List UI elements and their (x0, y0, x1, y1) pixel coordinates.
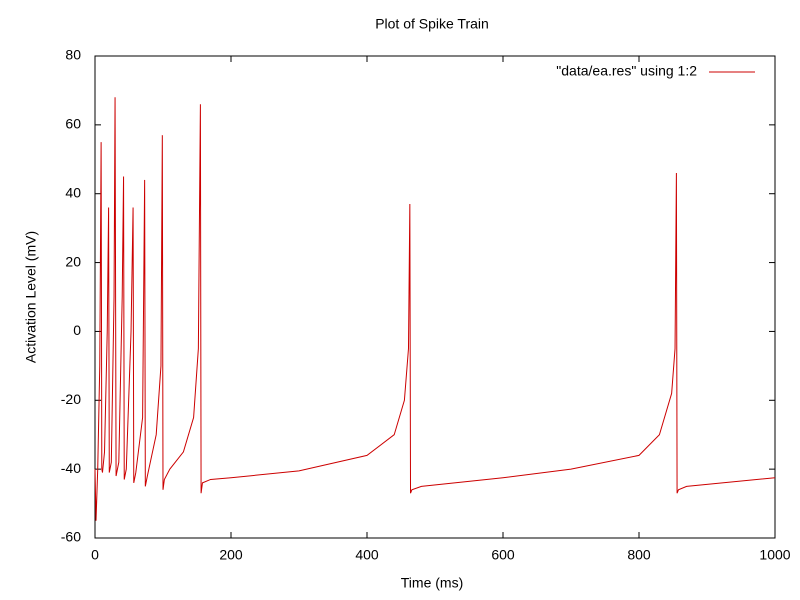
y-tick-label: -40 (61, 460, 81, 476)
x-tick-label: 0 (91, 547, 99, 563)
chart-title: Plot of Spike Train (375, 16, 489, 32)
legend-label: "data/ea.res" using 1:2 (556, 63, 697, 79)
y-tick-label: 80 (65, 47, 81, 63)
y-tick-label: -20 (61, 391, 81, 407)
y-tick-label: -60 (61, 529, 81, 545)
plot-border (94, 55, 776, 539)
y-axis-label: Activation Level (mV) (23, 231, 39, 363)
data-line (94, 97, 776, 521)
x-axis-label: Time (ms) (401, 575, 463, 591)
x-tick-label: 400 (355, 547, 379, 563)
x-tick-label: 1000 (759, 547, 790, 563)
x-tick-label: 600 (491, 547, 515, 563)
y-tick-label: 40 (65, 184, 81, 200)
y-tick-label: 0 (73, 322, 81, 338)
x-tick-label: 800 (627, 547, 651, 563)
y-tick-label: 20 (65, 253, 81, 269)
y-tick-label: 60 (65, 116, 81, 132)
x-tick-label: 200 (219, 547, 243, 563)
